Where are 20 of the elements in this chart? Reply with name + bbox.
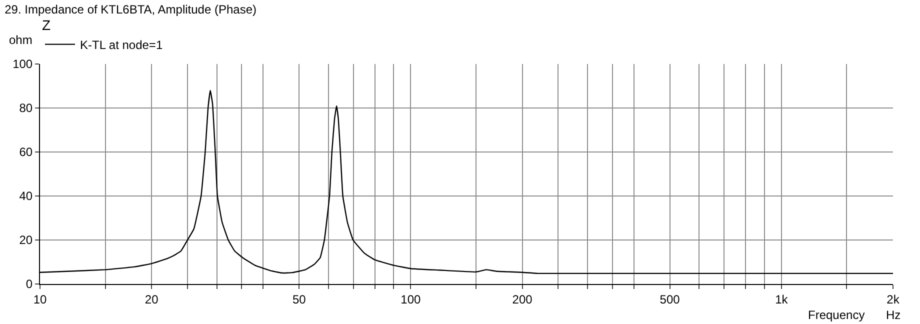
chart-title: 29. Impedance of KTL6BTA, Amplitude (Phase): [4, 2, 257, 16]
x-tick-label: 200: [512, 292, 533, 306]
legend-title: Z: [42, 16, 51, 33]
x-tick-label: 10: [33, 292, 47, 306]
x-tick-label: 500: [660, 292, 680, 306]
x-tick-label: 100: [400, 292, 422, 306]
y-tick-label: 100: [12, 57, 33, 72]
x-axis-title: Frequency: [808, 308, 865, 322]
y-axis-title: ohm: [9, 33, 32, 47]
x-tick-label: 20: [144, 292, 159, 306]
y-tick-label: 20: [19, 233, 33, 248]
y-tick-label: 80: [19, 101, 33, 116]
x-tick-label: 1k: [775, 292, 789, 306]
text: Hz: [886, 308, 901, 322]
x-tick-label: 50: [292, 292, 306, 306]
y-tick-label: 40: [19, 189, 33, 204]
legend-label: K-TL at node=1: [80, 38, 163, 52]
y-tick-label: 0: [26, 277, 33, 292]
y-tick-label: 60: [19, 145, 33, 160]
x-tick-label: 2k: [886, 292, 900, 306]
